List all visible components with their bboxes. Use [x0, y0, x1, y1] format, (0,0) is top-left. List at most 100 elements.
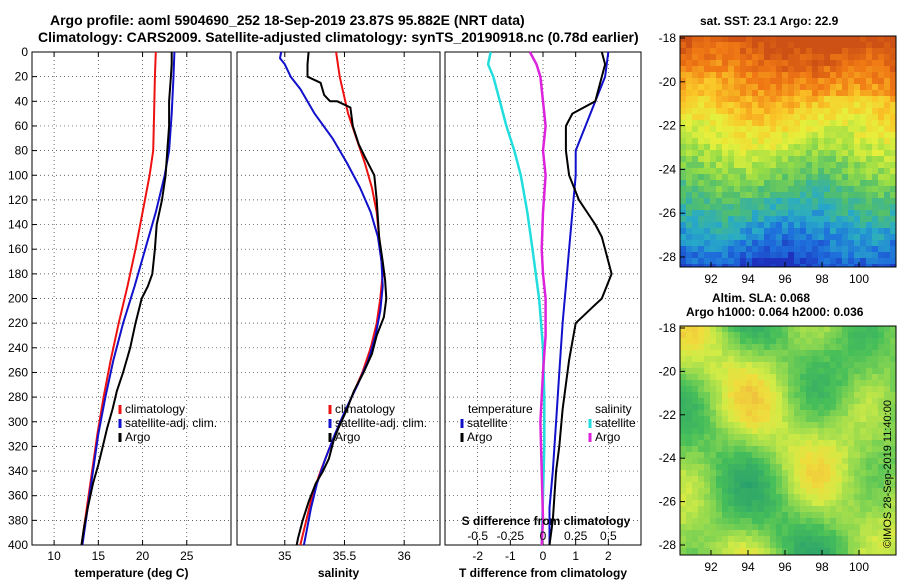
map-x-tick-label: 100 [849, 560, 869, 574]
map-cell [812, 150, 819, 157]
map-cell [878, 350, 885, 357]
map-cell [878, 380, 885, 387]
map-cell [788, 222, 795, 229]
map-cell [752, 180, 759, 187]
map-cell [884, 452, 891, 459]
map-cell [698, 404, 705, 411]
map-cell [740, 72, 747, 79]
map-cell [812, 344, 819, 351]
map-cell [872, 416, 879, 423]
map-cell [800, 114, 807, 121]
map-cell [806, 216, 813, 223]
map-cell [800, 228, 807, 235]
map-cell [878, 180, 885, 187]
map-cell [752, 374, 759, 381]
map-cell [716, 216, 723, 223]
map-cell [854, 252, 861, 259]
map-cell [890, 204, 897, 211]
map-cell [698, 126, 705, 133]
map-cell [752, 252, 759, 259]
map-cell [764, 350, 771, 357]
map-cell [800, 518, 807, 525]
map-cell [728, 464, 735, 471]
map-cell [680, 90, 687, 97]
map-cell [680, 524, 687, 531]
map-cell [692, 374, 699, 381]
map-cell [776, 222, 783, 229]
map-cell [812, 458, 819, 465]
x-tick-label: 36 [397, 549, 411, 563]
map-cell [758, 458, 765, 465]
map-cell [794, 42, 801, 49]
map-cell [788, 356, 795, 363]
map-cell [836, 374, 843, 381]
map-cell [800, 338, 807, 345]
map-cell [890, 332, 897, 339]
map-cell [704, 108, 711, 115]
map-y-tick-label: -24 [659, 451, 677, 465]
map-cell [800, 410, 807, 417]
map-cell [860, 42, 867, 49]
map-cell [710, 162, 717, 169]
map-cell [686, 216, 693, 223]
map-cell [740, 470, 747, 477]
map-cell [806, 518, 813, 525]
map-cell [698, 494, 705, 501]
map-cell [800, 192, 807, 199]
map-cell [884, 126, 891, 133]
map-cell [716, 36, 723, 43]
map-cell [704, 90, 711, 97]
map-cell [698, 542, 705, 549]
map-cell [776, 512, 783, 519]
map-cell [806, 126, 813, 133]
map-cell [704, 216, 711, 223]
map-cell [710, 452, 717, 459]
map-cell [704, 362, 711, 369]
legend-label: climatology [335, 402, 395, 416]
map-cell [848, 186, 855, 193]
map-cell [698, 458, 705, 465]
map-cell [692, 114, 699, 121]
map-cell [824, 162, 831, 169]
map-y-tick-label: -22 [659, 119, 677, 133]
map-cell [740, 120, 747, 127]
map-cell [854, 422, 861, 429]
map-cell [800, 180, 807, 187]
map-cell [866, 368, 873, 375]
map-cell [806, 344, 813, 351]
map-cell [740, 464, 747, 471]
map-cell [848, 548, 855, 555]
map-cell [776, 416, 783, 423]
map-cell [812, 404, 819, 411]
map-cell [728, 440, 735, 447]
map-cell [782, 186, 789, 193]
map-cell [842, 246, 849, 253]
map-cell [686, 542, 693, 549]
map-cell [860, 192, 867, 199]
map-cell [842, 434, 849, 441]
map-cell [794, 494, 801, 501]
map-cell [764, 42, 771, 49]
map-cell [752, 156, 759, 163]
map-cell [692, 494, 699, 501]
map-cell [788, 458, 795, 465]
map-cell [710, 120, 717, 127]
map-cell [788, 518, 795, 525]
map-cell [884, 198, 891, 205]
map-cell [794, 512, 801, 519]
map-cell [836, 180, 843, 187]
map-cell [872, 494, 879, 501]
map-cell [734, 374, 741, 381]
map-cell [746, 78, 753, 85]
map-cell [842, 174, 849, 181]
map-cell [842, 344, 849, 351]
map-cell [686, 102, 693, 109]
map-cell [794, 156, 801, 163]
map-cell [752, 72, 759, 79]
map-cell [872, 252, 879, 259]
map-cell [854, 374, 861, 381]
map-cell [824, 78, 831, 85]
map-cell [698, 368, 705, 375]
map-cell [758, 536, 765, 543]
map-cell [806, 500, 813, 507]
